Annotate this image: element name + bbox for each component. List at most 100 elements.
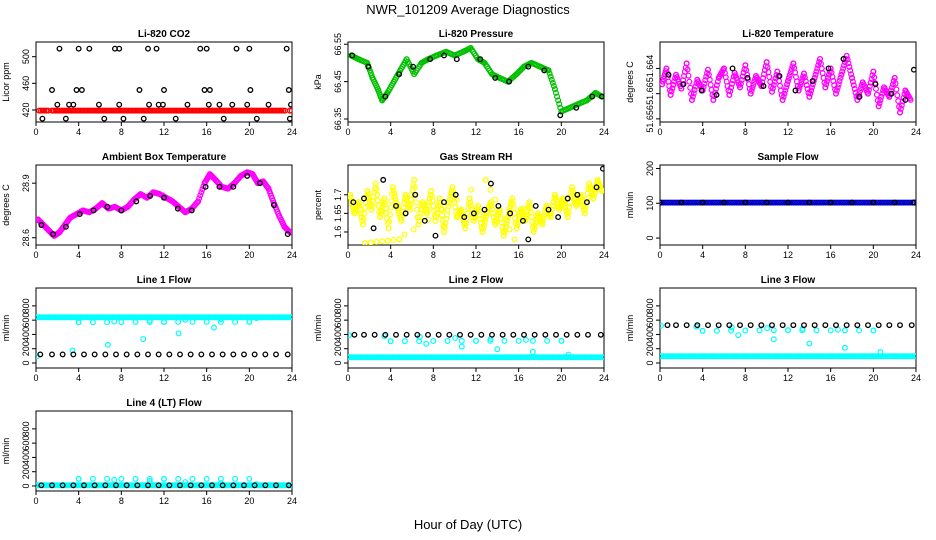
point-main [40,222,47,228]
point-main [774,353,781,360]
point-main [366,354,373,361]
point-main [850,82,857,89]
point-main [547,354,554,361]
point-main [678,85,685,92]
data-points [348,331,604,361]
point-cal [361,331,367,338]
point-main [660,81,666,88]
point-main [524,208,531,215]
point-cal [95,101,102,108]
point-main [43,314,50,321]
x-tick-label: 0 [657,373,662,383]
x-tick-label: 0 [657,250,662,260]
point-cal [146,101,153,108]
y-tick-label: 0 [333,360,343,365]
point-main [726,92,733,98]
point-cal [563,331,570,338]
point-cal [875,322,882,329]
point-main [203,314,210,321]
point-main [351,210,358,217]
x-tick-label: 24 [911,127,921,137]
point-main [806,93,813,100]
point-main [827,327,834,334]
point-main [785,353,791,360]
point-main [391,190,398,197]
point-cal [203,45,210,52]
point-cal [116,45,123,52]
point-main [897,109,903,116]
y-tick-label: 800 [21,298,31,313]
point-main [289,314,292,321]
point-main [713,82,720,89]
point-main [715,75,722,81]
point-main [750,81,757,88]
point-main [841,344,848,351]
point-main [392,196,399,203]
point-main [479,229,486,235]
point-cal [351,331,358,338]
x-tick-label: 12 [471,127,481,137]
point-main [253,315,260,322]
point-main [466,195,473,202]
point-cal [262,351,269,358]
x-tick-label: 0 [345,373,350,383]
point-main [660,322,664,329]
point-cal [283,45,290,52]
point-main [483,354,490,361]
panel-title: Line 3 Flow [761,275,816,286]
point-main [56,229,63,236]
point-main [398,354,405,361]
point-main [210,324,217,331]
x-tick-label: 8 [743,250,748,260]
point-main [246,482,253,489]
point-main [364,191,371,198]
point-main [281,223,288,230]
point-main [439,206,446,213]
point-main [735,332,742,339]
point-main [592,89,599,96]
point-cal [665,71,672,78]
point-cal [910,66,916,73]
x-tick-label: 4 [76,250,81,260]
point-cal [827,199,834,206]
point-cal [769,322,775,329]
point-cal [365,63,372,70]
point-cal [166,351,173,358]
x-tick-label: 16 [202,373,212,383]
point-cal [198,351,205,358]
point-main [107,482,114,489]
point-main [504,217,511,224]
y-axis-label: degrees C [1,184,11,226]
point-cal [216,101,223,108]
point-cal [506,78,513,85]
point-cal [350,199,357,206]
point-main [182,479,189,486]
point-main [849,78,856,85]
point-main [433,210,440,217]
point-main [555,97,562,104]
point-main [849,75,855,81]
x-tick-label: 12 [783,373,793,383]
point-main [683,60,690,67]
point-main [150,314,157,321]
x-tick-label: 4 [76,127,81,137]
point-cal [81,482,87,489]
x-tick-label: 16 [826,373,836,383]
y-axis-label: ml/min [1,438,11,465]
point-cal [453,56,460,63]
x-tick-label: 16 [514,373,524,383]
point-main [584,97,590,104]
point-main [104,475,111,482]
point-main [99,200,106,207]
point-main [446,196,453,203]
point-main [482,176,489,183]
panel-title: Li-820 Temperature [742,29,834,40]
point-main [531,225,538,232]
point-cal [209,351,215,358]
point-cal [744,74,751,81]
point-cal [779,322,786,329]
point-main [827,65,834,72]
point-main [835,81,842,88]
point-main [36,216,42,223]
point-main [546,70,553,77]
